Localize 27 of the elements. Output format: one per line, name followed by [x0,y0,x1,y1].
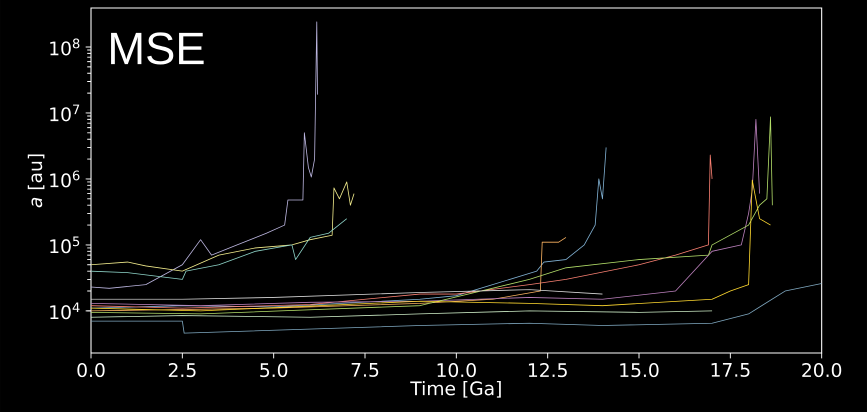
x-tick-label: 2.5 [168,363,196,378]
y-tick-label: 10$^{5}$ [50,236,80,254]
x-tick-label: 5.0 [260,363,288,378]
line-series [91,154,712,309]
y-tick-label: 10$^{8}$ [50,38,80,56]
line-series [91,22,318,289]
chart-title: MSE [111,32,204,65]
x-tick-label: 12.5 [528,363,567,378]
x-tick-label: 7.5 [352,363,378,377]
x-tick-label: 17.5 [712,363,750,377]
line-series [91,180,771,312]
line-series [91,237,566,312]
x-tick-label: 10.0 [438,363,476,378]
line-series [91,289,603,300]
line-series [91,310,712,318]
x-tick-label: 15.0 [620,363,659,378]
line-series [91,218,348,280]
y-tick-label: 10$^{6}$ [50,170,80,188]
x-tick-label: 0.0 [77,363,105,378]
line-series [91,283,822,334]
y-tick-label: 10$^{4}$ [50,302,80,320]
y-axis-title: a [au] [28,154,44,208]
x-axis-title: Time [Ga] [410,380,501,398]
line-series [91,182,354,272]
line-series [91,147,607,309]
x-tick-label: 20.0 [802,363,842,378]
y-tick-label: 10$^{7}$ [50,104,80,122]
